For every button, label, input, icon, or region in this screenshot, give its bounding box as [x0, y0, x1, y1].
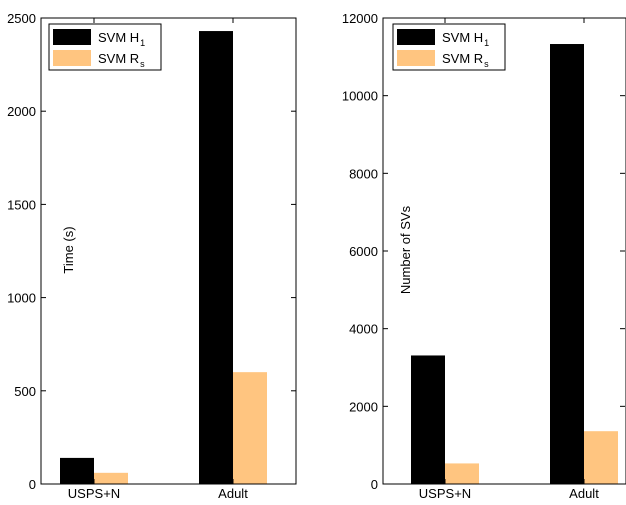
bar-svm-h1-adult: [199, 31, 233, 484]
bar-svm-rs-adult: [233, 372, 267, 484]
y-axis-label: Number of SVs: [398, 205, 413, 294]
legend-label: SVM Rs: [442, 51, 489, 69]
y-tick-label: 2000: [349, 399, 378, 414]
y-tick-label: 2000: [7, 104, 36, 119]
legend-swatch: [397, 29, 435, 45]
y-tick-label: 0: [29, 477, 36, 492]
x-tick-label: USPS+N: [419, 486, 471, 500]
x-tick-label: USPS+N: [68, 486, 120, 500]
legend-swatch: [53, 29, 91, 45]
y-tick-label: 0: [371, 477, 378, 492]
bar-svm-rs-usps-n: [445, 463, 479, 484]
y-tick-label: 500: [14, 384, 36, 399]
y-tick-label: 1000: [7, 291, 36, 306]
chart-panel-2: 0 2000 4000 6000 8000 10000 12000 USPS+N Adult Nu…: [342, 11, 626, 501]
bar-svm-h1-usps-n: [60, 457, 94, 484]
y-tick-label: 6000: [349, 244, 378, 259]
bar-svm-h1-usps-n: [411, 355, 445, 484]
bar-svm-rs-adult: [584, 431, 618, 484]
x-tick-label: Adult: [569, 486, 599, 500]
y-tick-label: 8000: [349, 166, 378, 181]
legend-swatch: [397, 50, 435, 66]
legend-label-subscript: 1: [484, 38, 489, 48]
legend-label-subscript: s: [484, 59, 489, 69]
legend: SVM H1 SVM Rs: [392, 23, 506, 71]
axes-frame: [40, 17, 297, 485]
legend-label: SVM H1: [442, 30, 489, 48]
legend-label-subscript: s: [140, 59, 145, 69]
y-tick-label: 4000: [349, 322, 378, 337]
y-tick-label: 12000: [342, 11, 378, 26]
legend: SVM H1 SVM Rs: [48, 23, 162, 71]
legend-label: SVM Rs: [98, 51, 145, 69]
bar-svm-h1-adult: [550, 44, 584, 484]
bar-svm-rs-usps-n: [94, 472, 128, 484]
chart-panel-1: 0 500 1000 1500 2000 2500 USPS+N Adult Time (s) S…: [7, 11, 297, 501]
y-tick-label: 10000: [342, 89, 378, 104]
y-tick-label: 1500: [7, 197, 36, 212]
legend-swatch: [53, 50, 91, 66]
legend-label-subscript: 1: [140, 38, 145, 48]
legend-label: SVM H1: [98, 30, 145, 48]
y-axis-label: Time (s): [61, 226, 76, 273]
y-tick-label: 2500: [7, 11, 36, 26]
x-tick-label: Adult: [218, 486, 248, 500]
